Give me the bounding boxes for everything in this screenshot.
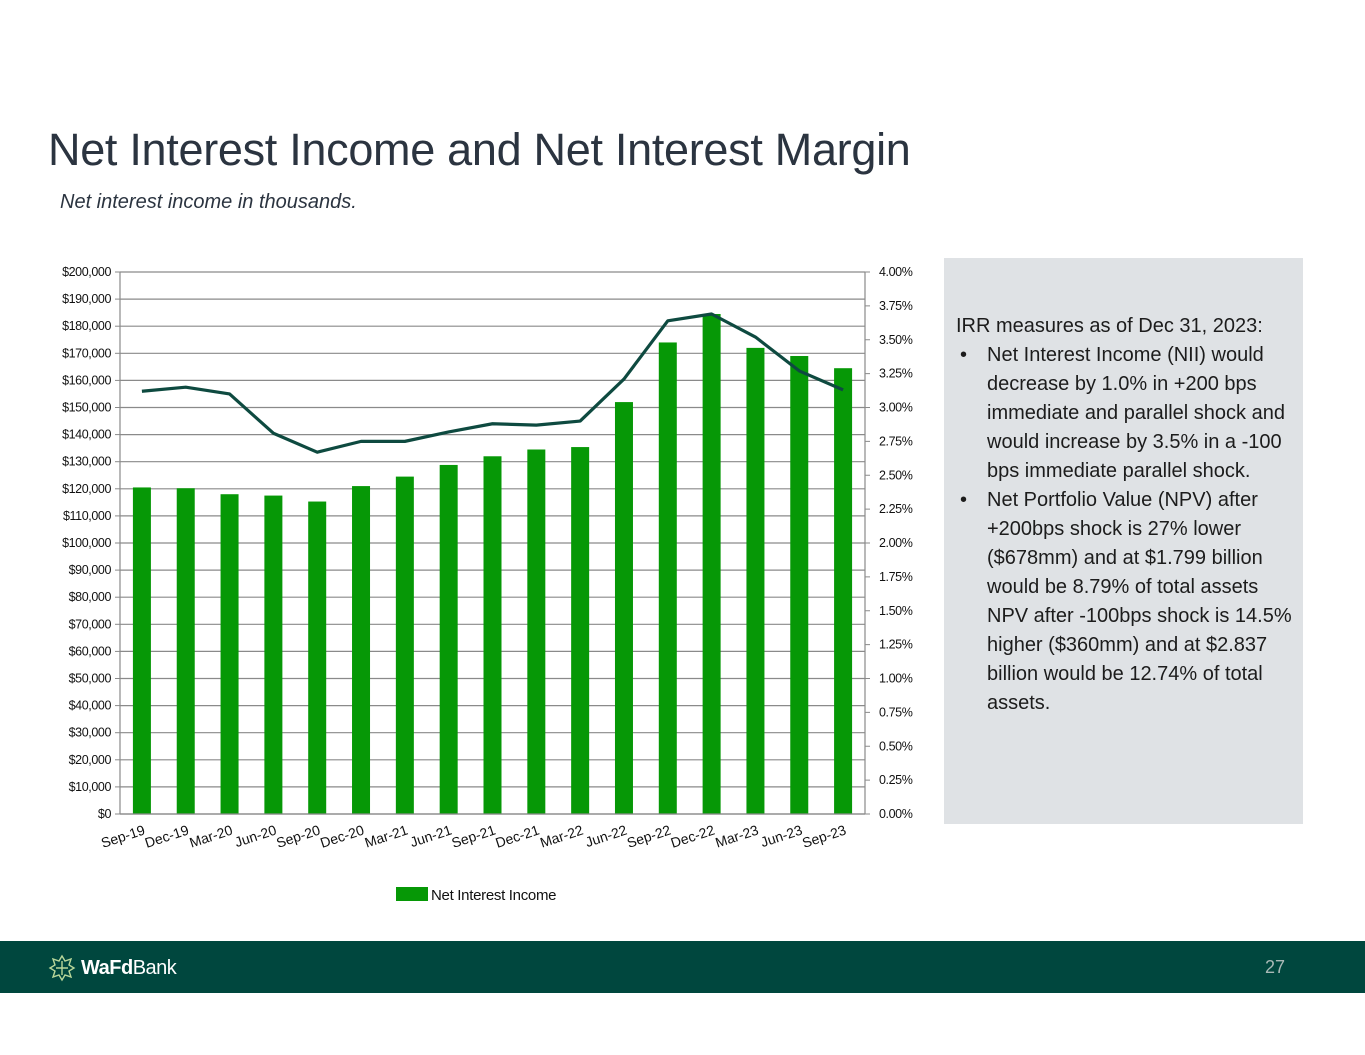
y-right-tick-label: 3.50% (879, 333, 913, 347)
y-right-tick-label: 2.25% (879, 502, 913, 516)
logo-text-light: Bank (132, 956, 177, 979)
nii-bar (176, 488, 195, 814)
y-left-tick-label: $0 (98, 807, 112, 821)
x-category-label: Dec-20 (318, 822, 366, 851)
x-category-label: Mar-21 (363, 822, 410, 851)
y-right-tick-label: 3.25% (879, 367, 913, 381)
info-bullet-text: Net Interest Income (NII) would decrease… (987, 344, 1285, 482)
y-right-tick-label: 1.50% (879, 604, 913, 618)
y-left-tick-label: $190,000 (62, 292, 111, 306)
bullet-glyph: • (960, 489, 968, 511)
x-category-label: Sep-21 (450, 822, 498, 851)
y-left-tick-label: $80,000 (69, 590, 112, 604)
y-left-tick-label: $140,000 (62, 428, 111, 442)
wafd-leaf-icon (48, 954, 76, 982)
info-bullet-item: • Net Portfolio Value (NPV) after +200bp… (956, 486, 1293, 718)
y-left-tick-label: $180,000 (62, 319, 111, 333)
x-category-label: Dec-22 (669, 822, 717, 851)
y-left-tick-label: $40,000 (69, 699, 112, 713)
y-right-tick-label: 0.00% (879, 807, 913, 821)
nii-bar (702, 314, 721, 814)
bullet-glyph: • (960, 344, 968, 366)
info-bullet-text: Net Portfolio Value (NPV) after +200bps … (987, 489, 1292, 714)
y-left-tick-label: $60,000 (69, 644, 112, 658)
y-right-tick-label: 2.50% (879, 468, 913, 482)
nii-bar (395, 476, 414, 814)
chart-legend: Net Interest Income (396, 887, 557, 904)
nii-bar (790, 356, 809, 814)
y-left-tick-label: $70,000 (69, 617, 112, 631)
y-right-tick-label: 1.25% (879, 638, 913, 652)
nii-bar (483, 456, 502, 814)
y-right-tick-label: 3.75% (879, 299, 913, 313)
nii-bar (132, 487, 151, 814)
x-category-label: Sep-20 (274, 822, 322, 851)
x-category-label: Sep-23 (800, 822, 848, 851)
y-left-tick-label: $130,000 (62, 455, 111, 469)
x-category-label: Sep-19 (99, 822, 147, 851)
y-left-tick-label: $160,000 (62, 373, 111, 387)
x-category-label: Mar-20 (187, 822, 234, 851)
x-category-label: Dec-19 (143, 822, 191, 851)
page-number: 27 (1264, 957, 1285, 977)
x-category-label: Mar-23 (713, 822, 760, 851)
x-category-label: Jun-20 (233, 822, 279, 851)
irr-info-box: IRR measures as of Dec 31, 2023: • Net I… (944, 258, 1303, 824)
y-left-tick-label: $170,000 (62, 346, 111, 360)
x-category-label: Jun-21 (408, 822, 454, 851)
page-subtitle: Net interest income in thousands. (60, 191, 357, 213)
logo-text-bold: WaFd (81, 956, 133, 979)
wafd-bank-logo[interactable]: WaFd Bank (47, 954, 177, 982)
info-bullet-item: • Net Interest Income (NII) would decrea… (956, 341, 1293, 486)
y-left-tick-label: $10,000 (69, 780, 112, 794)
nii-bar (264, 495, 283, 814)
info-bullet-list: • Net Interest Income (NII) would decrea… (956, 341, 1293, 718)
y-right-tick-label: 3.00% (879, 401, 913, 415)
footer-bar: WaFd Bank 27 (0, 941, 1365, 993)
x-category-label: Dec-21 (493, 822, 541, 851)
y-left-tick-label: $120,000 (62, 482, 111, 496)
nii-bar (746, 347, 765, 814)
nii-bar (614, 402, 633, 814)
bar-series (132, 314, 853, 814)
y-right-tick-label: 0.50% (879, 739, 913, 753)
nii-bar (352, 486, 371, 814)
y-left-tick-label: $100,000 (62, 536, 111, 550)
legend-label: Net Interest Income (431, 887, 556, 904)
y-right-tick-label: 2.75% (879, 434, 913, 448)
x-category-label: Jun-22 (583, 822, 629, 851)
page-title: Net Interest Income and Net Interest Mar… (48, 124, 911, 175)
y-right-tick-label: 2.00% (879, 536, 913, 550)
nii-bar (439, 464, 458, 814)
chart-axes (115, 271, 870, 815)
nii-bar (220, 494, 239, 814)
y-right-tick-label: 4.00% (879, 265, 913, 279)
nii-bar (571, 447, 590, 814)
y-left-tick-label: $50,000 (69, 672, 112, 686)
line-series (141, 312, 844, 454)
y-left-tick-label: $90,000 (69, 563, 112, 577)
nii-bar (834, 368, 853, 814)
nii-bar (658, 342, 677, 814)
nii-nim-chart: $0 $10,000 $20,000 $30,000 $40,000 $50,000 $60… (62, 265, 913, 904)
nii-bar (527, 449, 546, 814)
y-left-tick-label: $200,000 (62, 265, 111, 279)
y-right-tick-label: 0.75% (879, 705, 913, 719)
y-right-tick-label: 0.25% (879, 773, 913, 787)
nim-line (141, 312, 844, 454)
x-category-label: Sep-22 (625, 822, 673, 851)
y-left-tick-label: $110,000 (63, 509, 111, 523)
y-right-tick-label: 1.75% (879, 570, 913, 584)
legend-swatch (396, 887, 428, 901)
x-category-label: Jun-23 (759, 822, 805, 851)
y-right-tick-label: 1.00% (879, 672, 913, 686)
y-left-tick-label: $150,000 (62, 401, 111, 415)
y-left-tick-label: $20,000 (69, 753, 112, 767)
x-category-label: Mar-22 (538, 822, 585, 851)
y-left-tick-label: $30,000 (69, 726, 112, 740)
info-heading: IRR measures as of Dec 31, 2023: (956, 315, 1263, 337)
nii-bar (308, 501, 327, 814)
